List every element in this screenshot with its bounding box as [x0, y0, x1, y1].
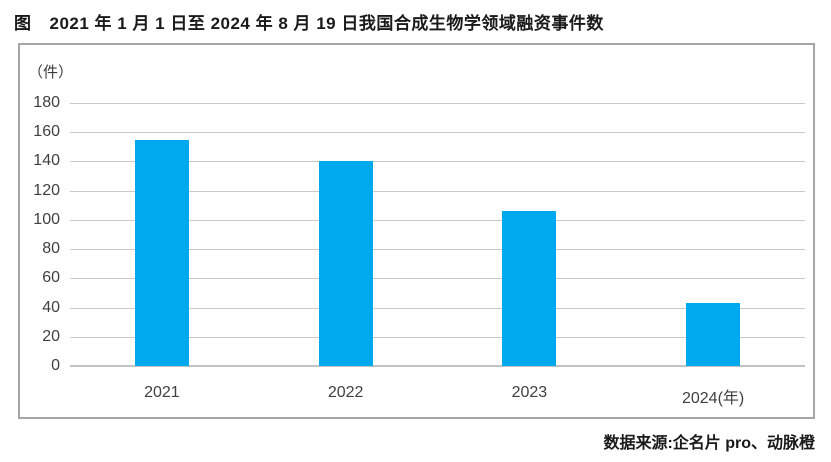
- y-tick-label: 40: [42, 298, 60, 316]
- gridline: [70, 161, 805, 163]
- figure-title: 图 2021 年 1 月 1 日至 2024 年 8 月 19 日我国合成生物学领…: [14, 9, 604, 34]
- gridline: [70, 190, 805, 192]
- gridline: [70, 103, 805, 104]
- x-tick-label-2023: 2023: [511, 384, 548, 401]
- y-tick-label: 140: [33, 152, 60, 170]
- data-source-note: 数据来源:企名片 pro、动脉橙: [603, 435, 815, 452]
- gridline: [70, 307, 805, 309]
- y-tick-label: 160: [33, 123, 60, 141]
- y-tick-label: 100: [33, 210, 60, 228]
- gridline: [70, 219, 805, 221]
- y-tick-label: 80: [42, 240, 60, 258]
- y-tick-label: 20: [42, 327, 60, 345]
- y-tick-label: 120: [33, 181, 60, 199]
- figure-title-text: 2021 年 1 月 1 日至 2024 年 8 月 19 日我国合成生物学领域…: [49, 14, 604, 33]
- bar-2021: [134, 139, 189, 366]
- plot-area: （件） 0 20 40 60 80 100 120 140 160 180 2021 2022 2023…: [20, 45, 813, 417]
- gridline: [70, 278, 805, 280]
- x-tick-label-2021: 2021: [144, 384, 180, 401]
- gridline: [70, 249, 805, 251]
- y-tick-label: 60: [42, 269, 60, 287]
- x-tick-label-2024: 2024(年): [681, 390, 745, 407]
- figure-label: 图: [14, 14, 32, 33]
- bar-2024: [686, 303, 741, 366]
- gridline: [70, 132, 805, 134]
- chart-frame: （件） 0 20 40 60 80 100 120 140 160 180 2021 2022 2023…: [18, 43, 815, 419]
- x-axis-line: [70, 365, 805, 367]
- bar-2023: [502, 211, 557, 366]
- y-tick-label: 0: [51, 357, 60, 374]
- gridline: [70, 336, 805, 338]
- y-tick-label: 180: [33, 94, 60, 111]
- x-tick-label-2022: 2022: [327, 384, 364, 401]
- y-axis-unit-label: （件）: [28, 64, 74, 81]
- bar-2022: [318, 161, 373, 366]
